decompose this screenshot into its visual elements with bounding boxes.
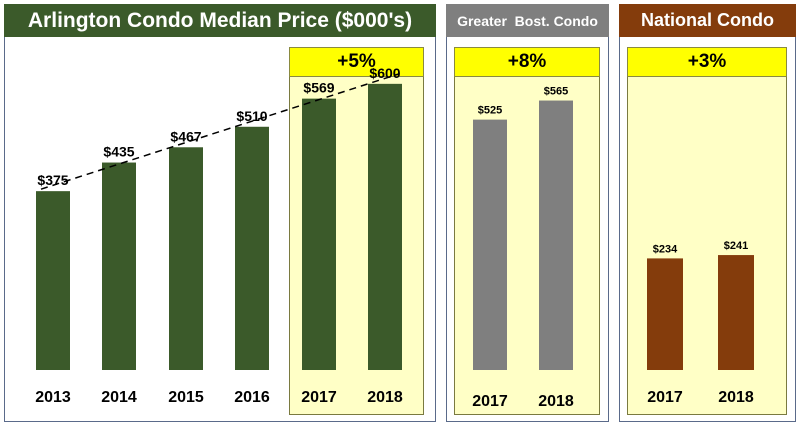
national-chart-title: National Condo	[619, 4, 796, 37]
national-bar-2017	[647, 258, 683, 370]
greater-boston-bar-chart: $525 2017 $565 2018	[472, 86, 574, 410]
arlington-chart-title: Arlington Condo Median Price ($000's)	[4, 4, 436, 37]
arlington-bar-2014	[102, 162, 136, 370]
arlington-value-label-2014: $435	[103, 144, 134, 160]
greater-boston-bar-2018	[539, 100, 573, 371]
greater-boston-change-badge: +8%	[454, 47, 600, 77]
national-category-label-2017: 2017	[647, 389, 683, 406]
greater-boston-category-label-2018: 2018	[538, 393, 574, 410]
greater-boston-category-label-2017: 2017	[472, 393, 508, 410]
arlington-value-label-2016: $510	[236, 108, 267, 124]
greater-boston-value-label-2018: $565	[544, 86, 568, 98]
arlington-change-badge: +5%	[289, 47, 424, 77]
arlington-category-label-2013: 2013	[35, 389, 71, 406]
national-bar-chart: $234 2017 $241 2018	[647, 240, 754, 406]
arlington-category-label-2018: 2018	[367, 389, 403, 406]
national-category-label-2018: 2018	[718, 389, 754, 406]
arlington-bar-2015	[169, 147, 203, 370]
greater-boston-chart-title: Greater Bost. Condo	[446, 4, 609, 37]
arlington-category-label-2016: 2016	[234, 389, 270, 406]
national-value-label-2018: $241	[724, 240, 748, 252]
arlington-category-label-2017: 2017	[301, 389, 337, 406]
arlington-bar-2018	[368, 83, 402, 370]
arlington-bar-2016	[235, 126, 269, 371]
arlington-value-label-2018: $600	[369, 65, 400, 81]
arlington-category-label-2015: 2015	[168, 389, 204, 406]
national-value-label-2017: $234	[653, 243, 678, 255]
greater-boston-bar-2017	[473, 119, 507, 370]
arlington-value-label-2017: $569	[303, 80, 334, 96]
greater-boston-value-label-2017: $525	[478, 105, 502, 117]
arlington-category-label-2014: 2014	[101, 389, 137, 406]
arlington-trend-line	[40, 73, 400, 190]
arlington-bar-chart: $375 2013 $435 2014 $467 2015 $510 2016 $569 2017…	[35, 65, 403, 406]
national-bar-2018	[718, 255, 754, 370]
arlington-value-label-2015: $467	[170, 128, 201, 144]
arlington-bar-2013	[36, 191, 70, 370]
national-change-badge: +3%	[627, 47, 787, 77]
arlington-value-label-2013: $375	[37, 172, 68, 188]
arlington-bar-2017	[302, 98, 336, 370]
